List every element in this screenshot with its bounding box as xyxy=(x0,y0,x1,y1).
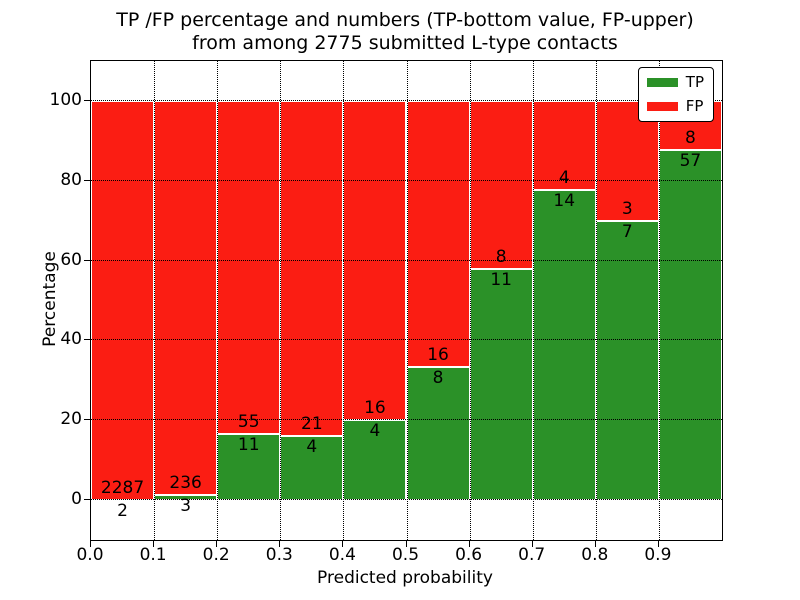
v-gridline-0.6 xyxy=(469,61,471,540)
v-gridline-0.1 xyxy=(154,61,156,540)
fp-count-label: 2287 xyxy=(100,477,145,498)
tp-count-label: 3 xyxy=(180,496,192,517)
tp-count-label: 2 xyxy=(117,500,128,521)
v-gridline-0.8 xyxy=(595,61,597,540)
x-tick-label-0.7: 0.7 xyxy=(518,545,546,565)
tp-count-label: 11 xyxy=(237,434,260,455)
x-tick-0.7 xyxy=(531,541,533,547)
fp-count-label: 8 xyxy=(685,128,696,149)
tp-count-label: 4 xyxy=(369,421,381,442)
tp-color-swatch xyxy=(646,78,678,87)
fp-count-label: 16 xyxy=(427,345,449,366)
legend-label-tp: TP xyxy=(685,73,704,91)
v-gridline-0.9 xyxy=(658,61,660,540)
x-tick-label-0.9: 0.9 xyxy=(644,545,672,565)
tp-count-label: 4 xyxy=(306,437,318,458)
y-tick-label-100: 100 xyxy=(49,89,82,110)
v-gridline-0.4 xyxy=(343,61,345,540)
y-tick-label-40: 40 xyxy=(60,329,82,350)
tp-count-label: 14 xyxy=(553,190,576,211)
plot-area: 2287 2 236 3 55 11 21 4 16 4 16 8 8 11 4 14 3 7 8 57 TP FP xyxy=(90,60,723,541)
bars-layer: 2287 2 236 3 55 11 21 4 16 4 16 8 8 11 4 14 3 7 8 57 xyxy=(91,61,722,540)
fp-count-label: 8 xyxy=(495,247,507,267)
tp-count-label: 7 xyxy=(621,221,633,242)
v-gridline-0.3 xyxy=(280,61,282,540)
x-tick-0.8 xyxy=(594,541,596,547)
x-tick-label-0.3: 0.3 xyxy=(265,545,293,565)
chart-title-line2: from among 2775 submitted L-type contact… xyxy=(192,32,618,54)
x-tick-0.6 xyxy=(468,541,470,547)
legend-item-fp: FP xyxy=(646,97,704,115)
y-tick-label-20: 20 xyxy=(60,409,82,430)
bar-0.3-0.4: 21 4 xyxy=(280,61,344,540)
fp-count-label: 55 xyxy=(237,411,260,432)
x-tick-label-0.2: 0.2 xyxy=(202,545,230,565)
y-tick-60 xyxy=(84,259,90,261)
x-tick-0.1 xyxy=(153,541,155,547)
fp-bar-segment xyxy=(91,100,155,500)
v-gridline-0.5 xyxy=(406,61,408,540)
fp-count-label: 16 xyxy=(364,398,386,419)
x-axis-label: Predicted probability xyxy=(317,568,493,588)
x-tick-0.2 xyxy=(216,541,218,547)
bar-0.6-0.7: 8 11 xyxy=(469,61,533,540)
tp-bar-segment xyxy=(343,420,407,501)
x-tick-0.5 xyxy=(405,541,407,547)
y-tick-40 xyxy=(84,339,90,341)
fp-count-label: 21 xyxy=(301,414,323,435)
y-tick-label-60: 60 xyxy=(60,249,82,270)
x-tick-label-0.8: 0.8 xyxy=(581,545,609,565)
bar-0.5-0.6: 16 8 xyxy=(406,61,470,540)
x-tick-label-0.4: 0.4 xyxy=(328,545,356,565)
v-gridline-0.2 xyxy=(217,61,219,540)
x-tick-label-0.6: 0.6 xyxy=(455,545,483,565)
y-tick-80 xyxy=(84,179,90,181)
grid-layer xyxy=(91,61,722,540)
legend: TP FP xyxy=(637,67,714,122)
y-tick-20 xyxy=(84,419,90,421)
y-tick-0 xyxy=(84,499,90,501)
x-tick-label-0.1: 0.1 xyxy=(139,545,167,565)
v-gridline-0.7 xyxy=(532,61,534,540)
tp-bar-segment xyxy=(280,436,344,501)
x-tick-label-0.0: 0.0 xyxy=(76,545,104,565)
tp-count-label: 57 xyxy=(679,151,702,172)
fp-count-label: 4 xyxy=(558,167,570,188)
tp-bar-segment xyxy=(595,220,659,501)
x-tick-0.3 xyxy=(279,541,281,547)
tp-count-label: 8 xyxy=(432,368,444,389)
y-tick-label-80: 80 xyxy=(60,169,82,190)
x-tick-0.0 xyxy=(90,541,91,547)
bar-0.0-0.1: 2287 2 xyxy=(91,61,155,540)
y-tick-label-0: 0 xyxy=(71,489,82,510)
tp-count-label: 11 xyxy=(490,269,512,290)
chart-title-line1: TP /FP percentage and numbers (TP-bottom… xyxy=(116,9,694,31)
chart-title: TP /FP percentage and numbers (TP-bottom… xyxy=(116,9,694,55)
fp-bar-segment xyxy=(406,100,470,368)
legend-item-tp: TP xyxy=(646,73,704,91)
fp-bar-segment xyxy=(469,100,533,269)
x-tick-0.4 xyxy=(342,541,344,547)
x-tick-0.9 xyxy=(657,541,659,547)
x-tick-label-0.5: 0.5 xyxy=(391,545,420,565)
fp-count-label: 3 xyxy=(621,198,633,219)
fp-count-label: 236 xyxy=(169,473,202,494)
fp-color-swatch xyxy=(646,102,678,111)
legend-label-fp: FP xyxy=(685,97,704,115)
y-tick-100 xyxy=(84,99,90,101)
